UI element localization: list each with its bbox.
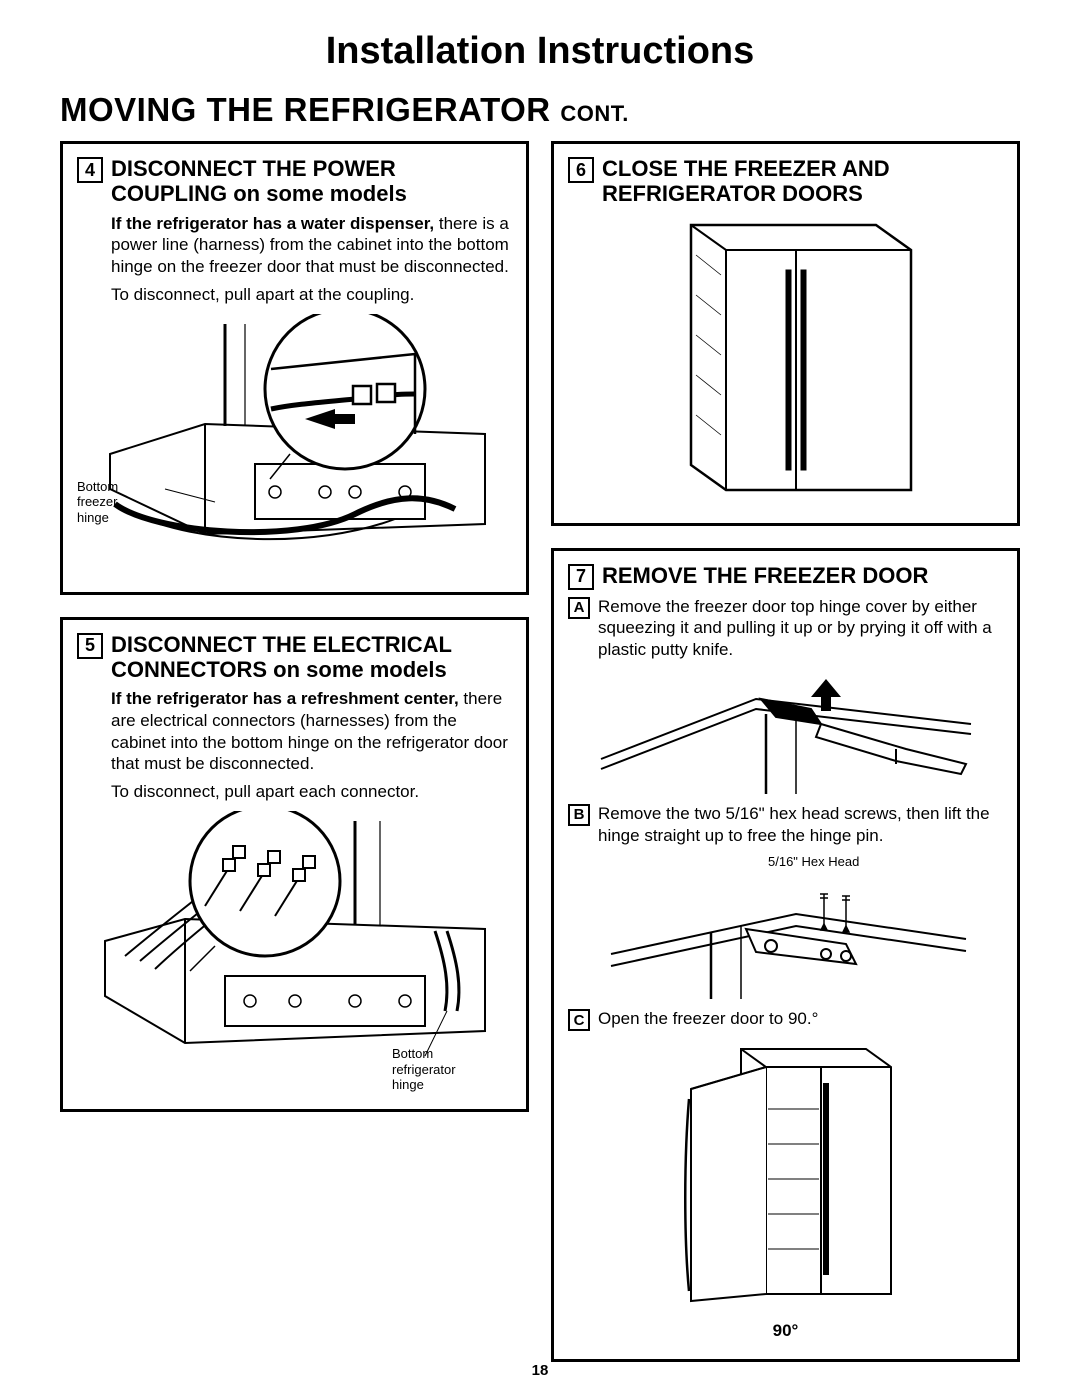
step-7a: A Remove the freezer door top hinge cove… <box>568 596 1003 661</box>
section-name: MOVING THE REFRIGERATOR <box>60 91 551 128</box>
step-5-p1-bold: If the refrigerator has a refreshment ce… <box>111 689 459 708</box>
step-7c-illustration: 90° <box>568 1039 1003 1341</box>
step-6-illustration <box>568 215 1003 505</box>
step-5-illustration: Bottom refrigerator hinge <box>77 811 512 1091</box>
step-5-heading: 5 DISCONNECT THE ELECTRICAL CONNECTORS o… <box>77 632 512 683</box>
step-4-illustration: Bottom freezer hinge <box>77 314 512 574</box>
step-6-box: 6 CLOSE THE FREEZER AND REFRIGERATOR DOO… <box>551 141 1020 526</box>
step-6-heading: 6 CLOSE THE FREEZER AND REFRIGERATOR DOO… <box>568 156 1003 207</box>
step-7a-text: Remove the freezer door top hinge cover … <box>598 596 1003 661</box>
step-4-p1: If the refrigerator has a water dispense… <box>111 213 512 278</box>
step-5-p1: If the refrigerator has a refreshment ce… <box>111 688 512 775</box>
step-7-title: REMOVE THE FREEZER DOOR <box>602 563 928 588</box>
step-7c-label: 90° <box>568 1321 1003 1341</box>
step-5-title: DISCONNECT THE ELECTRICAL CONNECTORS on … <box>111 632 512 683</box>
step-5-number: 5 <box>77 633 103 659</box>
step-7-number: 7 <box>568 564 594 590</box>
step-7b-label: 5/16" Hex Head <box>768 854 859 870</box>
step-7c: C Open the freezer door to 90.° <box>568 1008 1003 1031</box>
step-4-p2: To disconnect, pull apart at the couplin… <box>111 284 512 306</box>
step-4-box: 4 DISCONNECT THE POWER COUPLING on some … <box>60 141 529 595</box>
step-5-box: 5 DISCONNECT THE ELECTRICAL CONNECTORS o… <box>60 617 529 1112</box>
left-column: 4 DISCONNECT THE POWER COUPLING on some … <box>60 141 529 1362</box>
step-4-number: 4 <box>77 157 103 183</box>
step-7-box: 7 REMOVE THE FREEZER DOOR A Remove the f… <box>551 548 1020 1363</box>
step-7b-text: Remove the two 5/16" hex head screws, th… <box>598 803 1003 847</box>
step-5-p2: To disconnect, pull apart each connector… <box>111 781 512 803</box>
step-7a-letter: A <box>568 597 590 619</box>
step-7b-letter: B <box>568 804 590 826</box>
columns: 4 DISCONNECT THE POWER COUPLING on some … <box>60 141 1020 1362</box>
page-title: Installation Instructions <box>60 30 1020 73</box>
page-number: 18 <box>0 1362 1080 1379</box>
step-7a-illustration <box>568 669 1003 799</box>
right-column: 6 CLOSE THE FREEZER AND REFRIGERATOR DOO… <box>551 141 1020 1362</box>
step-4-heading: 4 DISCONNECT THE POWER COUPLING on some … <box>77 156 512 207</box>
step-7c-letter: C <box>568 1009 590 1031</box>
step-6-number: 6 <box>568 157 594 183</box>
section-title: MOVING THE REFRIGERATOR CONT. <box>60 91 1020 129</box>
step-4-p1-bold: If the refrigerator has a water dispense… <box>111 214 434 233</box>
step-7-heading: 7 REMOVE THE FREEZER DOOR <box>568 563 1003 590</box>
section-cont: CONT. <box>560 101 629 126</box>
step-6-title: CLOSE THE FREEZER AND REFRIGERATOR DOORS <box>602 156 1003 207</box>
step-5-hinge-label: Bottom refrigerator hinge <box>392 1046 482 1093</box>
step-7b-illustration: 5/16" Hex Head <box>568 854 1003 1004</box>
step-7c-text: Open the freezer door to 90.° <box>598 1008 1003 1031</box>
step-4-hinge-label: Bottom freezer hinge <box>77 479 137 526</box>
step-7b: B Remove the two 5/16" hex head screws, … <box>568 803 1003 847</box>
step-4-title: DISCONNECT THE POWER COUPLING on some mo… <box>111 156 512 207</box>
